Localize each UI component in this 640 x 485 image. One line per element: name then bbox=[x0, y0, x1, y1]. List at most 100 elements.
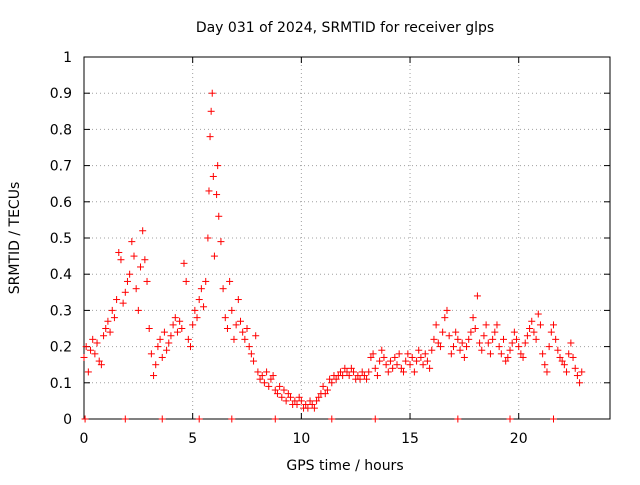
data-point bbox=[328, 415, 336, 423]
data-point bbox=[554, 346, 562, 354]
data-point bbox=[493, 321, 501, 329]
data-point bbox=[128, 238, 136, 246]
y-tick-label: 0.4 bbox=[50, 267, 72, 283]
data-point bbox=[502, 357, 510, 365]
gridlines bbox=[84, 57, 610, 419]
data-point bbox=[93, 339, 101, 347]
data-point bbox=[445, 332, 453, 340]
data-point bbox=[158, 353, 166, 361]
data-point bbox=[339, 372, 347, 380]
y-axis-label: SRMTID / TECUs bbox=[7, 182, 23, 295]
data-point bbox=[443, 306, 451, 314]
data-point bbox=[371, 415, 379, 423]
data-point bbox=[506, 346, 514, 354]
data-point bbox=[195, 296, 203, 304]
data-point bbox=[156, 335, 164, 343]
data-point bbox=[378, 346, 386, 354]
data-point bbox=[382, 361, 390, 369]
data-point bbox=[208, 89, 216, 97]
data-point bbox=[565, 350, 573, 358]
data-point bbox=[187, 343, 195, 351]
data-point bbox=[332, 375, 340, 383]
data-point bbox=[160, 328, 168, 336]
data-point bbox=[347, 364, 355, 372]
data-point bbox=[567, 339, 575, 347]
data-point bbox=[447, 350, 455, 358]
data-point bbox=[236, 317, 244, 325]
data-point bbox=[508, 339, 516, 347]
data-point bbox=[463, 343, 471, 351]
data-point bbox=[115, 248, 123, 256]
data-point bbox=[213, 191, 221, 199]
data-point bbox=[295, 393, 303, 401]
data-point bbox=[341, 364, 349, 372]
data-point bbox=[389, 364, 397, 372]
data-point bbox=[478, 346, 486, 354]
data-point bbox=[408, 353, 416, 361]
y-tick-label: 0.1 bbox=[50, 376, 72, 392]
data-point bbox=[286, 393, 294, 401]
data-point bbox=[191, 306, 199, 314]
data-point bbox=[108, 306, 116, 314]
data-point bbox=[132, 285, 140, 293]
data-point bbox=[456, 346, 464, 354]
data-point bbox=[489, 335, 497, 343]
data-point bbox=[413, 357, 421, 365]
data-point bbox=[395, 350, 403, 358]
data-point bbox=[282, 397, 290, 405]
data-point bbox=[486, 350, 494, 358]
data-point bbox=[205, 187, 213, 195]
data-point bbox=[506, 415, 514, 423]
data-point bbox=[230, 335, 238, 343]
data-point bbox=[386, 357, 394, 365]
data-point bbox=[439, 328, 447, 336]
data-point bbox=[271, 415, 279, 423]
data-point bbox=[263, 368, 271, 376]
data-point bbox=[139, 227, 147, 235]
data-point bbox=[495, 343, 503, 351]
data-point bbox=[419, 361, 427, 369]
data-point bbox=[326, 375, 334, 383]
data-point bbox=[530, 328, 538, 336]
data-point bbox=[284, 390, 292, 398]
tick-labels: 00.10.20.30.40.50.60.70.80.910 5 10 15 20 bbox=[50, 50, 528, 447]
y-tick-label: 0.2 bbox=[50, 340, 72, 356]
y-tick-label: 0.9 bbox=[50, 86, 72, 102]
data-point bbox=[308, 401, 316, 409]
y-tick-label: 1 bbox=[63, 50, 72, 66]
data-point bbox=[343, 368, 351, 376]
data-point bbox=[278, 393, 286, 401]
data-point bbox=[534, 310, 542, 318]
data-point bbox=[400, 368, 408, 376]
y-tick-label: 0.5 bbox=[50, 231, 72, 247]
data-point bbox=[184, 335, 192, 343]
data-point bbox=[247, 350, 255, 358]
data-point bbox=[221, 314, 229, 322]
data-point bbox=[365, 368, 373, 376]
data-point bbox=[510, 328, 518, 336]
data-point bbox=[560, 361, 568, 369]
data-point bbox=[528, 317, 536, 325]
data-point bbox=[82, 343, 90, 351]
data-point bbox=[484, 339, 492, 347]
data-point bbox=[549, 415, 557, 423]
data-point bbox=[578, 368, 586, 376]
data-point bbox=[402, 357, 410, 365]
data-point bbox=[209, 172, 217, 180]
data-point bbox=[110, 314, 118, 322]
y-tick-label: 0 bbox=[63, 412, 72, 428]
data-point bbox=[471, 325, 479, 332]
data-point bbox=[95, 357, 103, 365]
data-point bbox=[373, 372, 381, 380]
data-point bbox=[195, 415, 203, 423]
data-point bbox=[469, 314, 477, 322]
data-point bbox=[217, 238, 225, 246]
data-point bbox=[423, 357, 431, 365]
data-point bbox=[167, 332, 175, 340]
data-point bbox=[163, 346, 171, 354]
data-point bbox=[243, 325, 251, 332]
data-point bbox=[87, 346, 95, 354]
data-point bbox=[258, 372, 266, 380]
data-point bbox=[526, 325, 534, 332]
data-point bbox=[571, 364, 579, 372]
